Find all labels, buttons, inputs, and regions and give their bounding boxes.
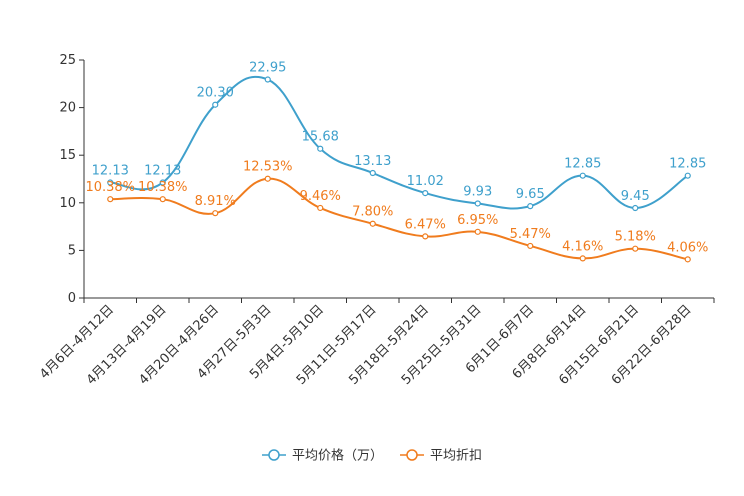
data-label: 5.47% bbox=[510, 227, 551, 242]
legend-swatch-marker bbox=[406, 449, 418, 461]
axes: 05101520254月6日-4月12日4月13日-4月19日4月20日-4月2… bbox=[37, 53, 715, 388]
data-point[interactable] bbox=[369, 220, 376, 227]
data-label: 4.16% bbox=[562, 239, 603, 254]
data-labels: 12.13 12.13 20.30 22.95 15.68 13.13 11.02 9.93 9… bbox=[85, 61, 708, 256]
data-point[interactable] bbox=[632, 204, 639, 212]
data-point[interactable] bbox=[159, 196, 166, 203]
data-point[interactable] bbox=[632, 245, 639, 252]
data-label: 15.68 bbox=[302, 130, 339, 145]
y-tick-label: 15 bbox=[59, 148, 76, 163]
y-tick-label: 10 bbox=[59, 196, 76, 211]
data-point[interactable] bbox=[264, 175, 271, 182]
legend: 平均价格（万） 平均折扣 bbox=[262, 448, 482, 464]
data-point[interactable] bbox=[527, 242, 534, 250]
data-label: 5.18% bbox=[615, 230, 656, 245]
data-label: 7.80% bbox=[352, 205, 393, 220]
data-label: 6.95% bbox=[457, 213, 498, 228]
y-tick-label: 25 bbox=[59, 53, 76, 68]
legend-label[interactable]: 平均折扣 bbox=[430, 449, 482, 464]
legend-swatch-marker bbox=[268, 449, 280, 461]
data-label: 8.91% bbox=[195, 194, 236, 209]
data-label: 9.93 bbox=[463, 184, 492, 199]
data-point[interactable] bbox=[474, 228, 481, 235]
data-point[interactable] bbox=[264, 76, 271, 83]
data-label: 20.30 bbox=[197, 86, 234, 101]
data-point[interactable] bbox=[317, 145, 324, 152]
data-label: 12.85 bbox=[564, 157, 601, 172]
data-label: 4.06% bbox=[667, 240, 708, 255]
data-label: 13.13 bbox=[354, 154, 391, 169]
data-point[interactable] bbox=[317, 204, 324, 212]
data-point[interactable] bbox=[369, 169, 376, 177]
data-label: 9.46% bbox=[300, 189, 341, 204]
data-point[interactable] bbox=[527, 203, 534, 210]
data-label: 10.38% bbox=[138, 180, 188, 195]
legend-label[interactable]: 平均价格（万） bbox=[292, 448, 383, 464]
data-point[interactable] bbox=[212, 101, 219, 108]
data-label: 12.13 bbox=[144, 164, 181, 179]
data-point[interactable] bbox=[579, 172, 586, 179]
series-line-1 bbox=[110, 75, 689, 210]
data-point[interactable] bbox=[107, 179, 114, 186]
data-point[interactable] bbox=[684, 172, 691, 179]
data-point[interactable] bbox=[159, 179, 166, 186]
data-label: 12.85 bbox=[669, 157, 706, 172]
data-label: 6.47% bbox=[405, 217, 446, 232]
data-label: 9.45 bbox=[621, 189, 650, 204]
y-tick-label: 20 bbox=[59, 101, 76, 116]
series-layer bbox=[107, 75, 691, 263]
data-label: 11.02 bbox=[407, 174, 444, 189]
data-label: 12.13 bbox=[92, 164, 129, 179]
y-tick-label: 0 bbox=[68, 291, 76, 306]
data-point[interactable] bbox=[422, 189, 429, 197]
data-label: 12.53% bbox=[243, 160, 293, 175]
data-point[interactable] bbox=[579, 255, 586, 262]
data-point[interactable] bbox=[212, 210, 219, 217]
data-point[interactable] bbox=[474, 200, 481, 207]
data-label: 10.38% bbox=[85, 180, 135, 195]
data-label: 9.65 bbox=[516, 187, 545, 202]
data-point[interactable] bbox=[684, 256, 691, 263]
data-point[interactable] bbox=[422, 233, 429, 240]
data-point[interactable] bbox=[107, 196, 114, 203]
y-tick-label: 5 bbox=[68, 243, 76, 258]
data-label: 22.95 bbox=[249, 61, 286, 76]
